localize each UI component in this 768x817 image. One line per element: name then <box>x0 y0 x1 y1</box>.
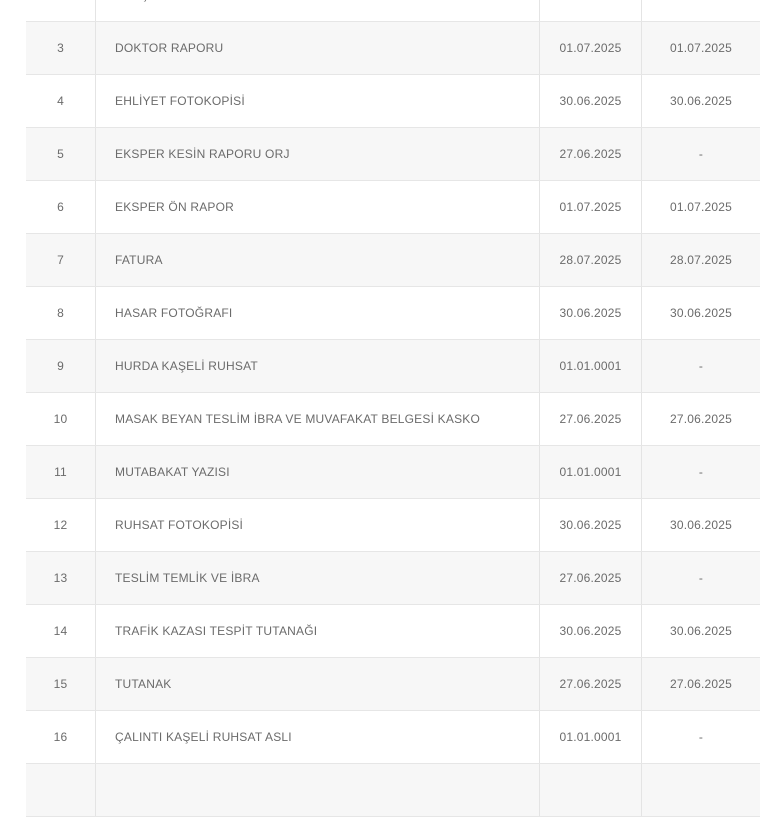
document-date-2: 27.06.2025 <box>641 657 760 711</box>
document-date-1: 27.06.2025 <box>539 392 642 446</box>
document-date-1: 27.06.2025 <box>539 551 642 605</box>
table-row: 16 ÇALINTI KAŞELİ RUHSAT ASLI 01.01.0001… <box>26 710 760 764</box>
document-name: TRAFİK KAZASI TESPİT TUTANAĞI <box>95 604 540 658</box>
table-row: 2 ARAÇ İMZALI SİGORTA YAPRAĞI 27.06.2025 <box>26 0 760 22</box>
document-name: EHLİYET FOTOKOPİSİ <box>95 74 540 128</box>
row-number: 7 <box>26 233 96 287</box>
document-date-1: 30.06.2025 <box>539 498 642 552</box>
document-date-2: 01.07.2025 <box>641 180 760 234</box>
table-row: 14 TRAFİK KAZASI TESPİT TUTANAĞI 30.06.2… <box>26 604 760 658</box>
row-number: 15 <box>26 657 96 711</box>
table-row: 6 EKSPER ÖN RAPOR 01.07.2025 01.07.2025 <box>26 180 760 234</box>
document-date-1: 01.07.2025 <box>539 180 642 234</box>
table-row: 8 HASAR FOTOĞRAFI 30.06.2025 30.06.2025 <box>26 286 760 340</box>
table-row: 12 RUHSAT FOTOKOPİSİ 30.06.2025 30.06.20… <box>26 498 760 552</box>
document-date-2: 01.07.2025 <box>641 21 760 75</box>
row-number: 14 <box>26 604 96 658</box>
document-date-1: 01.01.0001 <box>539 339 642 393</box>
document-date-1: 27.06.2025 <box>539 657 642 711</box>
document-name: TESLİM TEMLİK VE İBRA <box>95 551 540 605</box>
document-date-1: 28.07.2025 <box>539 233 642 287</box>
row-number: 8 <box>26 286 96 340</box>
document-name: EKSPER ÖN RAPOR <box>95 180 540 234</box>
document-name: ÇALINTI KAŞELİ RUHSAT ASLI <box>95 710 540 764</box>
document-date-1: 01.07.2025 <box>539 21 642 75</box>
table-row: 10 MASAK BEYAN TESLİM İBRA VE MUVAFAKAT … <box>26 392 760 446</box>
document-date-2: 30.06.2025 <box>641 286 760 340</box>
row-number: 16 <box>26 710 96 764</box>
document-date-2: 30.06.2025 <box>641 604 760 658</box>
table-row: 15 TUTANAK 27.06.2025 27.06.2025 <box>26 657 760 711</box>
table-row: 9 HURDA KAŞELİ RUHSAT 01.01.0001 - <box>26 339 760 393</box>
document-date-2: - <box>641 339 760 393</box>
row-number: 2 <box>26 0 96 22</box>
document-date-1: 30.06.2025 <box>539 74 642 128</box>
document-date-2: 30.06.2025 <box>641 498 760 552</box>
document-name: MUTABAKAT YAZISI <box>95 445 540 499</box>
document-date-1: 01.01.0001 <box>539 710 642 764</box>
document-date-2: 27.06.2025 <box>641 392 760 446</box>
document-name: MASAK BEYAN TESLİM İBRA VE MUVAFAKAT BEL… <box>95 392 540 446</box>
document-date-1: 30.06.2025 <box>539 604 642 658</box>
document-date-2 <box>641 0 760 22</box>
document-name: TUTANAK <box>95 657 540 711</box>
row-number: 10 <box>26 392 96 446</box>
document-date-1: 27.06.2025 <box>539 0 642 22</box>
document-date-2: 30.06.2025 <box>641 74 760 128</box>
row-number: 5 <box>26 127 96 181</box>
documents-table-container: 2 ARAÇ İMZALI SİGORTA YAPRAĞI 27.06.2025… <box>26 0 760 817</box>
documents-table: 2 ARAÇ İMZALI SİGORTA YAPRAĞI 27.06.2025… <box>26 0 760 817</box>
document-name: ARAÇ İMZALI SİGORTA YAPRAĞI <box>95 0 540 22</box>
table-row <box>26 763 760 817</box>
table-row: 4 EHLİYET FOTOKOPİSİ 30.06.2025 30.06.20… <box>26 74 760 128</box>
row-number: 12 <box>26 498 96 552</box>
document-date-2: - <box>641 445 760 499</box>
document-date-1: 01.01.0001 <box>539 445 642 499</box>
document-date-1: 27.06.2025 <box>539 127 642 181</box>
document-date-2: - <box>641 551 760 605</box>
row-number: 4 <box>26 74 96 128</box>
document-name: DOKTOR RAPORU <box>95 21 540 75</box>
document-name: RUHSAT FOTOKOPİSİ <box>95 498 540 552</box>
table-row: 7 FATURA 28.07.2025 28.07.2025 <box>26 233 760 287</box>
document-date-2: - <box>641 710 760 764</box>
row-number: 6 <box>26 180 96 234</box>
row-number: 9 <box>26 339 96 393</box>
document-name: HURDA KAŞELİ RUHSAT <box>95 339 540 393</box>
document-name: HASAR FOTOĞRAFI <box>95 286 540 340</box>
document-date-2: 28.07.2025 <box>641 233 760 287</box>
table-row: 11 MUTABAKAT YAZISI 01.01.0001 - <box>26 445 760 499</box>
document-date-1: 30.06.2025 <box>539 286 642 340</box>
row-number: 13 <box>26 551 96 605</box>
table-row: 3 DOKTOR RAPORU 01.07.2025 01.07.2025 <box>26 21 760 75</box>
document-name: FATURA <box>95 233 540 287</box>
document-date-2: - <box>641 127 760 181</box>
row-number: 3 <box>26 21 96 75</box>
table-row: 13 TESLİM TEMLİK VE İBRA 27.06.2025 - <box>26 551 760 605</box>
table-row: 5 EKSPER KESİN RAPORU ORJ 27.06.2025 - <box>26 127 760 181</box>
document-name: EKSPER KESİN RAPORU ORJ <box>95 127 540 181</box>
row-number: 11 <box>26 445 96 499</box>
